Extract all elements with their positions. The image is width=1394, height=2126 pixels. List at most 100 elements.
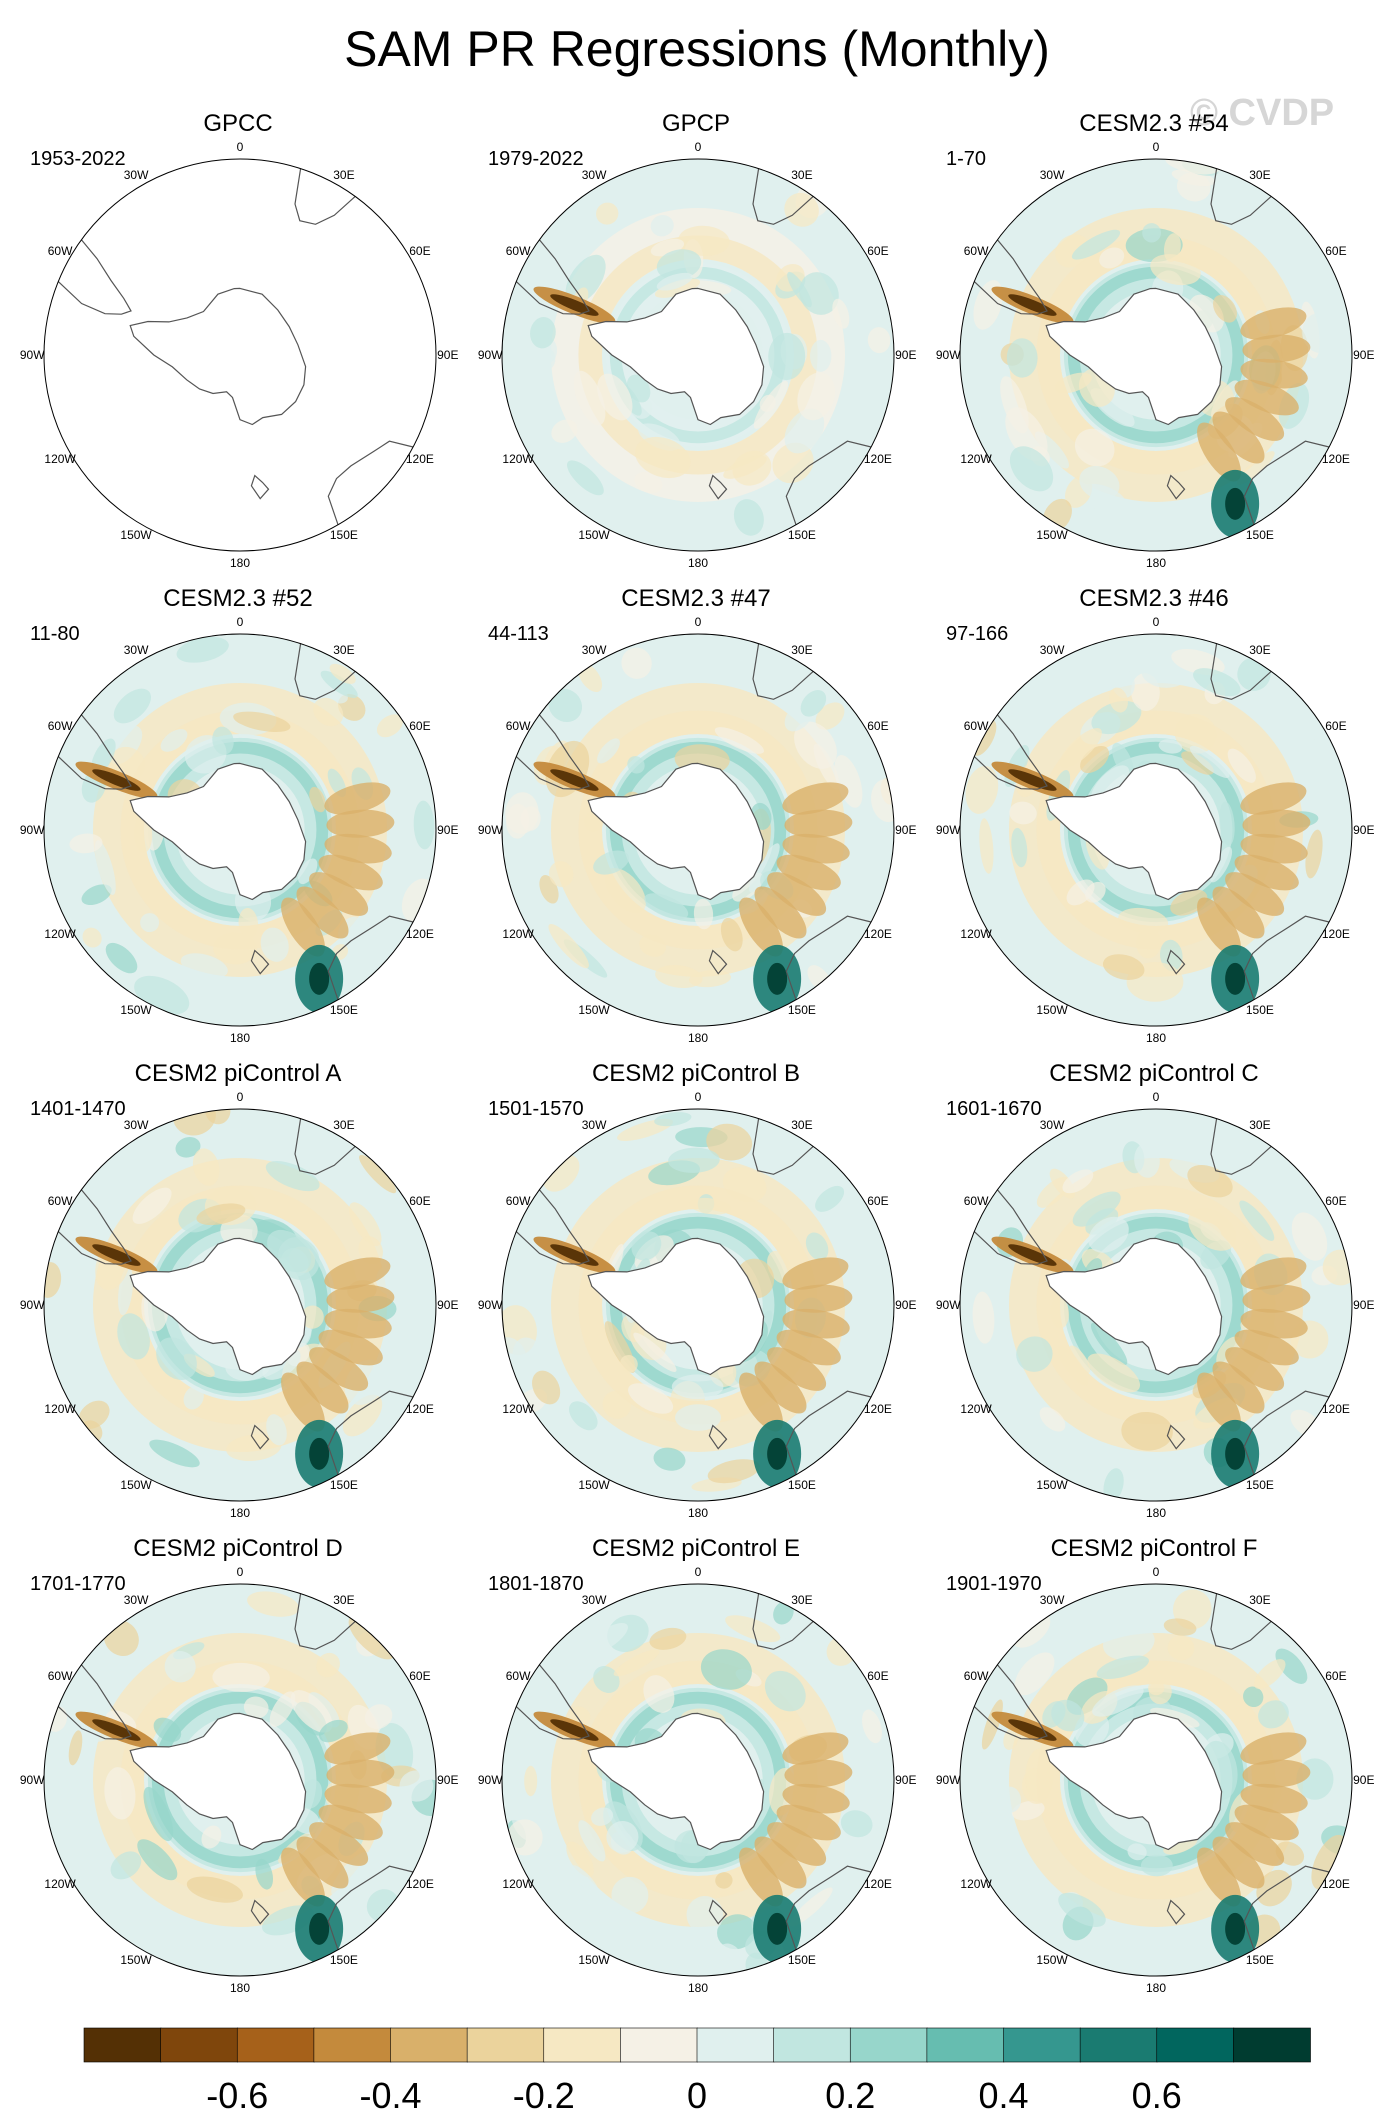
colorbar-swatch (390, 2027, 468, 2063)
longitude-label: 0 (237, 1090, 244, 1104)
longitude-label: 120E (1322, 452, 1350, 466)
longitude-label: 30E (791, 168, 812, 182)
longitude-label: 30E (1249, 1593, 1270, 1607)
map-border (43, 1583, 437, 1977)
new-zealand-outline (250, 1424, 270, 1450)
longitude-label: 0 (695, 1090, 702, 1104)
australia-outline (785, 1390, 872, 1475)
longitude-label: 60E (409, 719, 430, 733)
africa-outline (294, 1118, 356, 1175)
longitude-label: 30E (333, 643, 354, 657)
australia-outline (327, 1865, 414, 1950)
longitude-label: 120W (502, 1402, 534, 1416)
longitude-label: 30E (1249, 1118, 1270, 1132)
new-zealand-outline (250, 474, 270, 500)
panel-title: CESM2.3 #47 (621, 585, 771, 612)
antarctica-outline (1045, 287, 1223, 426)
longitude-label: 30W (124, 168, 149, 182)
longitude-label: 60W (506, 1194, 531, 1208)
longitude-label: 30E (333, 1118, 354, 1132)
polar-map: 0 30E 60E 90E 120E 150E 180 150W 120W 90W 60W 30W (20, 140, 458, 570)
south-america-outline (515, 1664, 590, 1740)
antarctica-outline (587, 287, 765, 426)
antarctica-outline (587, 1237, 765, 1376)
australia-outline (1243, 1390, 1330, 1475)
australia-outline (785, 915, 872, 1000)
longitude-label: 60E (1325, 1194, 1346, 1208)
longitude-label: 120W (960, 927, 992, 941)
panel-title: CESM2 piControl B (591, 1060, 801, 1087)
longitude-label: 0 (1153, 1090, 1160, 1104)
panel-period: 44-113 (488, 623, 549, 645)
colorbar-swatch (1233, 2027, 1311, 2063)
africa-outline (752, 1118, 814, 1175)
panel-title: CESM2.3 #52 (163, 585, 313, 612)
panel-title: GPCP (661, 110, 730, 137)
south-america-outline (57, 714, 132, 790)
map-border (959, 1583, 1353, 1977)
longitude-label: 0 (695, 615, 702, 629)
longitude-label: 120W (44, 927, 76, 941)
panel-period: 1-70 (946, 148, 987, 170)
colorbar-swatch (696, 2027, 775, 2063)
longitude-label: 150W (120, 1478, 152, 1492)
longitude-label: 90W (936, 1773, 961, 1787)
longitude-label: 120E (406, 927, 434, 941)
longitude-label: 60W (48, 1669, 73, 1683)
longitude-label: 60E (1325, 244, 1346, 258)
longitude-label: 150W (1036, 1953, 1068, 1967)
panel-title: CESM2 piControl D (133, 1535, 343, 1562)
longitude-label: 150W (120, 1953, 152, 1967)
longitude-label: 0 (695, 140, 702, 154)
longitude-label: 150E (788, 1953, 816, 1967)
new-zealand-outline (708, 1899, 728, 1925)
colorbar-tick-label: 0.4 (978, 2075, 1028, 2116)
antarctica-outline (129, 762, 307, 901)
longitude-label: 60E (867, 244, 888, 258)
colorbar-swatch (543, 2027, 622, 2063)
africa-outline (294, 1593, 356, 1650)
longitude-label: 180 (230, 1981, 250, 1995)
longitude-label: 30E (791, 1593, 812, 1607)
map-border (501, 633, 895, 1027)
colorbar-tick-label: -0.6 (206, 2075, 268, 2116)
longitude-label: 60W (964, 1194, 989, 1208)
australia-outline (785, 440, 872, 525)
longitude-label: 150E (1246, 1953, 1274, 1967)
longitude-label: 30W (1040, 1593, 1065, 1607)
panel-title: CESM2 piControl A (134, 1060, 342, 1087)
colorbar-swatch (926, 2027, 1005, 2063)
longitude-label: 120E (864, 452, 892, 466)
colorbar-swatch (620, 2027, 698, 2063)
longitude-label: 30W (124, 643, 149, 657)
longitude-label: 0 (237, 615, 244, 629)
colorbar-swatch (466, 2027, 545, 2063)
polar-map: 0 30E 60E 90E 120E 150E 180 150W 120W 90W 60W 30W (20, 1565, 458, 1995)
map-panel: CESM2.3 #47 0 30E 60E 90E 120E 150E 180 150W 120W… (476, 585, 916, 1055)
australia-outline (1243, 440, 1330, 525)
longitude-label: 0 (1153, 140, 1160, 154)
longitude-label: 180 (1146, 1506, 1166, 1520)
longitude-label: 60E (867, 1669, 888, 1683)
australia-outline (327, 440, 414, 525)
africa-outline (752, 168, 814, 225)
map-panel: CESM2 piControl C 0 30E 60E 90E 120E 150E 180 15… (934, 1060, 1374, 1530)
longitude-label: 0 (237, 140, 244, 154)
antarctica-outline (129, 1712, 307, 1851)
longitude-label: 90W (478, 1773, 503, 1787)
polar-map: 0 30E 60E 90E 120E 150E 180 150W 120W 90W 60W 30W (20, 615, 458, 1045)
longitude-label: 120E (1322, 927, 1350, 941)
longitude-label: 150E (1246, 528, 1274, 542)
map-panel: CESM2.3 #46 0 30E 60E 90E 120E 150E 180 150W 120W… (934, 585, 1374, 1055)
longitude-label: 60W (964, 719, 989, 733)
panel-period: 1953-2022 (30, 148, 126, 170)
longitude-label: 180 (688, 556, 708, 570)
longitude-label: 60W (506, 244, 531, 258)
longitude-label: 30W (1040, 168, 1065, 182)
longitude-label: 120E (1322, 1402, 1350, 1416)
longitude-label: 150W (1036, 1478, 1068, 1492)
africa-outline (1210, 1118, 1272, 1175)
map-panel: CESM2 piControl F 0 30E 60E 90E 120E 150E 180 15… (934, 1535, 1374, 2005)
polar-map: 0 30E 60E 90E 120E 150E 180 150W 120W 90W 60W 30W (478, 1565, 916, 1995)
longitude-label: 30W (1040, 1118, 1065, 1132)
